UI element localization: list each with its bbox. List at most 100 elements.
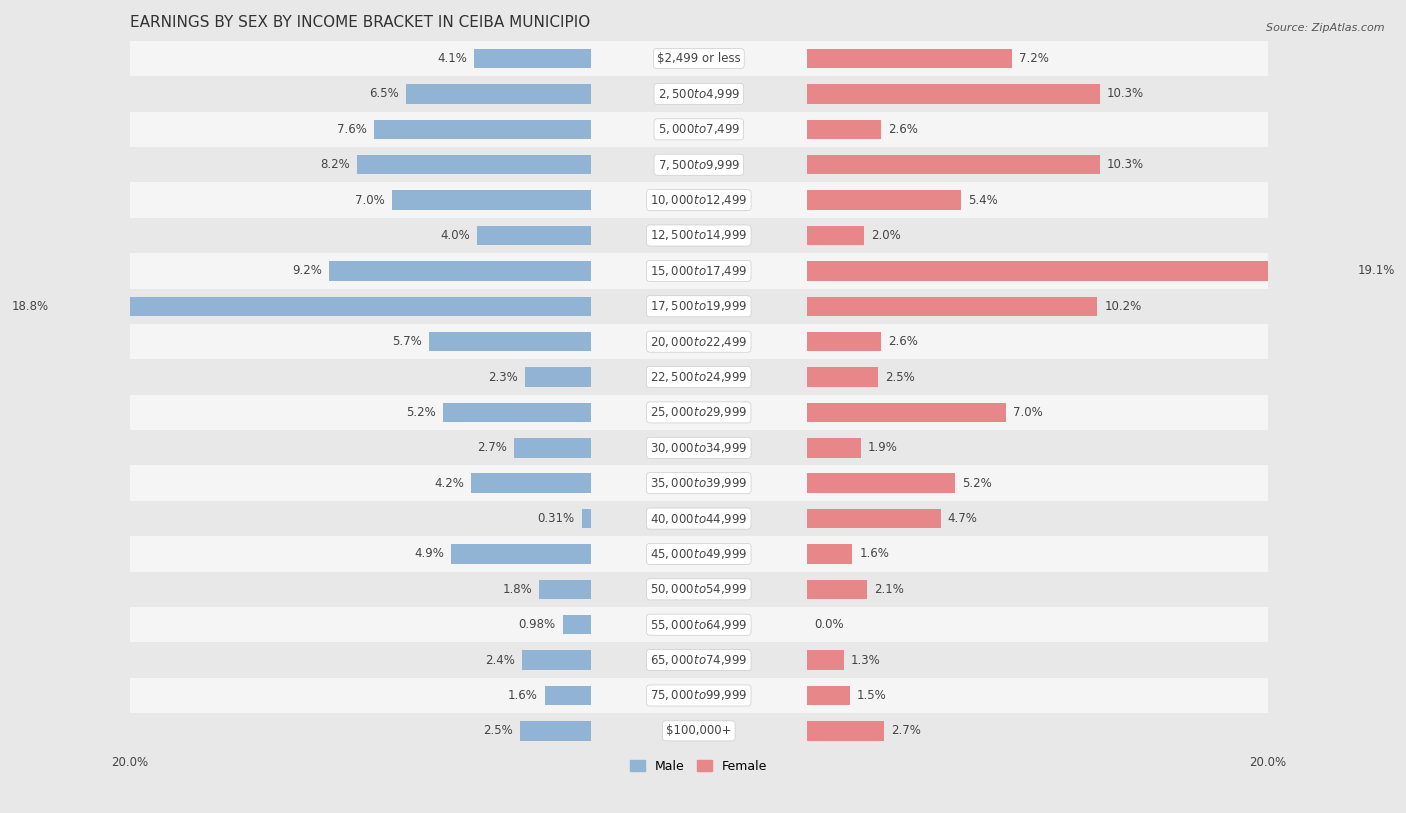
Bar <box>129 713 1268 749</box>
Bar <box>513 438 591 458</box>
Bar <box>391 190 591 210</box>
Text: 5.4%: 5.4% <box>967 193 997 207</box>
Text: 2.5%: 2.5% <box>482 724 512 737</box>
Bar <box>129 572 1268 607</box>
Text: 7.2%: 7.2% <box>1019 52 1049 65</box>
Bar <box>129 289 1268 324</box>
Text: $75,000 to $99,999: $75,000 to $99,999 <box>650 689 748 702</box>
Bar <box>329 261 591 280</box>
Bar <box>807 190 960 210</box>
Text: 9.2%: 9.2% <box>292 264 322 277</box>
Bar <box>129 607 1268 642</box>
Bar <box>129 182 1268 218</box>
Text: $65,000 to $74,999: $65,000 to $74,999 <box>650 653 748 667</box>
Bar <box>429 332 591 351</box>
Bar <box>807 85 1099 104</box>
Bar <box>807 650 844 670</box>
Text: 6.5%: 6.5% <box>368 88 399 101</box>
Text: 1.6%: 1.6% <box>859 547 890 560</box>
Text: 0.0%: 0.0% <box>814 618 844 631</box>
Text: 4.2%: 4.2% <box>434 476 464 489</box>
Text: 8.2%: 8.2% <box>321 159 350 172</box>
Text: 2.1%: 2.1% <box>873 583 904 596</box>
Bar <box>129 253 1268 289</box>
Bar <box>807 509 941 528</box>
Bar <box>807 544 852 563</box>
Text: 5.2%: 5.2% <box>406 406 436 419</box>
Bar <box>56 297 591 316</box>
Text: $7,500 to $9,999: $7,500 to $9,999 <box>658 158 740 172</box>
Bar <box>477 226 591 246</box>
Text: $12,500 to $14,999: $12,500 to $14,999 <box>650 228 748 242</box>
Text: 1.3%: 1.3% <box>851 654 880 667</box>
Bar <box>807 226 863 246</box>
Text: Source: ZipAtlas.com: Source: ZipAtlas.com <box>1267 23 1385 33</box>
Text: $35,000 to $39,999: $35,000 to $39,999 <box>650 476 748 490</box>
Text: 1.8%: 1.8% <box>502 583 533 596</box>
Bar <box>129 147 1268 182</box>
Text: 1.6%: 1.6% <box>508 689 538 702</box>
Bar <box>374 120 591 139</box>
Text: 0.31%: 0.31% <box>537 512 575 525</box>
Bar <box>129 218 1268 253</box>
Text: 2.3%: 2.3% <box>488 371 519 384</box>
Bar <box>807 402 1007 422</box>
Bar <box>474 49 591 68</box>
Text: 4.7%: 4.7% <box>948 512 977 525</box>
Bar <box>582 509 591 528</box>
Bar <box>807 367 877 387</box>
Text: $55,000 to $64,999: $55,000 to $64,999 <box>650 618 748 632</box>
Text: $100,000+: $100,000+ <box>666 724 731 737</box>
Text: 10.3%: 10.3% <box>1107 159 1144 172</box>
Text: 7.0%: 7.0% <box>354 193 384 207</box>
Bar <box>807 438 860 458</box>
Text: $22,500 to $24,999: $22,500 to $24,999 <box>650 370 748 384</box>
Text: $50,000 to $54,999: $50,000 to $54,999 <box>650 582 748 596</box>
Text: 4.9%: 4.9% <box>415 547 444 560</box>
Bar <box>451 544 591 563</box>
Text: 2.4%: 2.4% <box>485 654 515 667</box>
Text: $5,000 to $7,499: $5,000 to $7,499 <box>658 122 740 137</box>
Bar <box>523 650 591 670</box>
Bar <box>520 721 591 741</box>
Bar <box>807 297 1097 316</box>
Text: 19.1%: 19.1% <box>1357 264 1395 277</box>
Bar <box>471 473 591 493</box>
Bar <box>357 155 591 175</box>
Text: 2.7%: 2.7% <box>891 724 921 737</box>
Text: 10.3%: 10.3% <box>1107 88 1144 101</box>
Text: EARNINGS BY SEX BY INCOME BRACKET IN CEIBA MUNICIPIO: EARNINGS BY SEX BY INCOME BRACKET IN CEI… <box>129 15 591 30</box>
Text: 2.7%: 2.7% <box>477 441 506 454</box>
Bar <box>129 430 1268 466</box>
Bar <box>807 261 1350 280</box>
Text: 0.98%: 0.98% <box>519 618 555 631</box>
Bar <box>807 332 882 351</box>
Bar <box>129 324 1268 359</box>
Bar <box>129 111 1268 147</box>
Bar <box>129 76 1268 111</box>
Bar <box>129 537 1268 572</box>
Text: 5.2%: 5.2% <box>962 476 991 489</box>
Text: 5.7%: 5.7% <box>392 335 422 348</box>
Bar <box>807 120 882 139</box>
Text: $2,500 to $4,999: $2,500 to $4,999 <box>658 87 740 101</box>
Text: 2.6%: 2.6% <box>889 123 918 136</box>
Text: 4.0%: 4.0% <box>440 229 470 242</box>
Text: 4.1%: 4.1% <box>437 52 467 65</box>
Text: $30,000 to $34,999: $30,000 to $34,999 <box>650 441 748 454</box>
Bar <box>129 501 1268 537</box>
Bar <box>526 367 591 387</box>
Text: 1.5%: 1.5% <box>856 689 886 702</box>
Text: 2.6%: 2.6% <box>889 335 918 348</box>
Bar <box>807 580 866 599</box>
Bar <box>443 402 591 422</box>
Bar <box>129 466 1268 501</box>
Bar <box>540 580 591 599</box>
Bar <box>546 685 591 705</box>
Text: $25,000 to $29,999: $25,000 to $29,999 <box>650 406 748 420</box>
Text: $40,000 to $44,999: $40,000 to $44,999 <box>650 511 748 525</box>
Text: 7.0%: 7.0% <box>1014 406 1043 419</box>
Text: 1.9%: 1.9% <box>868 441 898 454</box>
Bar <box>807 155 1099 175</box>
Bar <box>406 85 591 104</box>
